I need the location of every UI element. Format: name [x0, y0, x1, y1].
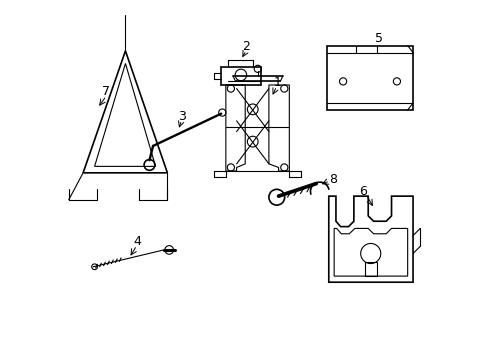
Text: 3: 3: [178, 110, 185, 123]
Text: 8: 8: [329, 173, 337, 186]
Text: 4: 4: [133, 235, 142, 248]
Text: 1: 1: [273, 76, 281, 89]
Bar: [364, 262, 376, 276]
Text: 5: 5: [374, 32, 382, 45]
Text: 7: 7: [102, 85, 110, 98]
Text: 2: 2: [242, 40, 250, 53]
Text: 6: 6: [359, 185, 367, 198]
